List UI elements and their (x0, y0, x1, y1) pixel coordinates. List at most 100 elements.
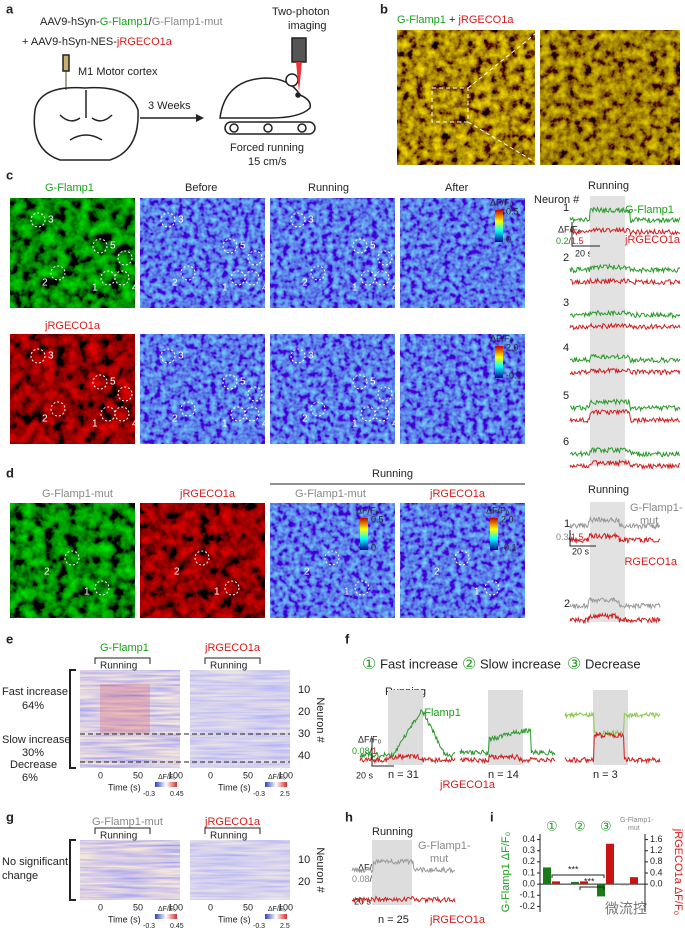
roi (247, 250, 263, 266)
scale-label: ΔF/F₀ (358, 862, 382, 872)
trace (569, 531, 661, 545)
label: Fast increase (380, 656, 458, 671)
legend: jRGECO1a (624, 234, 681, 246)
label: 0.45 (170, 791, 184, 798)
image (140, 503, 265, 618)
label: 6 (135, 253, 141, 264)
scale-label: 0.08/1 (352, 746, 377, 756)
label: -0.1 (501, 542, 517, 552)
column-title: Running (308, 182, 349, 194)
roi (310, 401, 326, 417)
column-title: G-Flamp1-mut (42, 488, 113, 500)
running-bracket (94, 657, 151, 664)
running-shade (372, 840, 412, 905)
column-title: jRGECO1a (429, 488, 486, 500)
label: 4 (132, 283, 138, 294)
roi (352, 238, 368, 254)
heatmap-title: G-Flamp1 (100, 642, 149, 654)
label: Running (100, 831, 137, 842)
legend: G-Flamp1 (625, 204, 674, 216)
label: 0.45 (170, 923, 184, 930)
colorbar (265, 914, 287, 919)
image (400, 334, 525, 444)
group-label: Fast increase (2, 686, 68, 698)
trace (564, 710, 661, 737)
column-title: jRGECO1a (179, 488, 236, 500)
label: 100 (278, 770, 293, 780)
group-mark: ③ (567, 656, 581, 673)
colorbar (490, 518, 498, 550)
heatmap-title: G-Flamp1-mut (92, 816, 163, 828)
heatmap (80, 670, 180, 768)
colorbar (155, 782, 177, 787)
label: 5 (370, 241, 376, 252)
y2-axis-label: jRGECO1a ΔF/F₀ (672, 828, 684, 915)
trace (569, 309, 681, 320)
label: Running (210, 831, 247, 842)
roi (377, 250, 393, 266)
label: 50 (243, 902, 253, 912)
label: 0 (208, 902, 213, 912)
group-label: Slow increase (2, 734, 70, 746)
roi (92, 374, 108, 390)
bar (543, 867, 551, 885)
label: 50 (243, 770, 253, 780)
label: *** (584, 876, 595, 886)
trace (459, 753, 555, 765)
scale-bar (569, 530, 596, 547)
roi (160, 348, 176, 364)
label: Decrease (585, 656, 641, 671)
column-title: Before (185, 182, 217, 194)
label: 2 (564, 598, 570, 610)
label: -0.1 (506, 370, 522, 380)
label: 100 (168, 770, 183, 780)
roi (50, 401, 66, 417)
roi (484, 580, 500, 596)
label: 10 (298, 684, 310, 696)
roi (222, 238, 238, 254)
label: 3 (308, 351, 314, 362)
group-label: 30% (22, 747, 44, 759)
label: ΔF/F₀ (268, 774, 286, 781)
roi (310, 265, 326, 281)
scale-label: ΔF/F₀ (358, 734, 382, 744)
label: 2 (302, 414, 308, 425)
time-label: 3 Weeks (148, 100, 191, 112)
colorbar (155, 914, 177, 919)
label: 6 (395, 389, 401, 400)
label: 2 (174, 567, 180, 578)
label: 5 (563, 390, 569, 402)
panel-title: G-Flamp1 + jRGECO1a (397, 14, 514, 26)
label: -0.3 (143, 923, 155, 930)
group-title: Running (372, 468, 413, 480)
y2-tick-label: 0.8 (650, 856, 663, 866)
trace (351, 857, 456, 874)
label: 0.5 (506, 206, 519, 216)
trace (459, 727, 556, 757)
bar (552, 881, 560, 885)
y-axis-label: G-Flamp1 ΔF/F₀ (500, 832, 512, 912)
image (10, 334, 135, 444)
image (140, 198, 265, 308)
label: 0 (98, 770, 103, 780)
label: 4 (392, 283, 398, 294)
label: 1 (352, 283, 358, 294)
roi (50, 265, 66, 281)
scale-label: 20 s (572, 546, 590, 556)
bracket (69, 669, 76, 769)
roi (117, 250, 133, 266)
label: 30 (298, 728, 310, 740)
image (540, 30, 680, 165)
roi (92, 238, 108, 254)
running-shade (593, 690, 628, 765)
label: 0 (208, 770, 213, 780)
image (270, 334, 395, 444)
roi (114, 270, 130, 286)
label: 2.0 (506, 342, 519, 352)
label: 2 (302, 278, 308, 289)
roi (180, 265, 196, 281)
roi (30, 348, 46, 364)
group-label: Decrease (10, 759, 57, 771)
colorbar (265, 782, 287, 787)
group-mark: ② (462, 656, 476, 673)
